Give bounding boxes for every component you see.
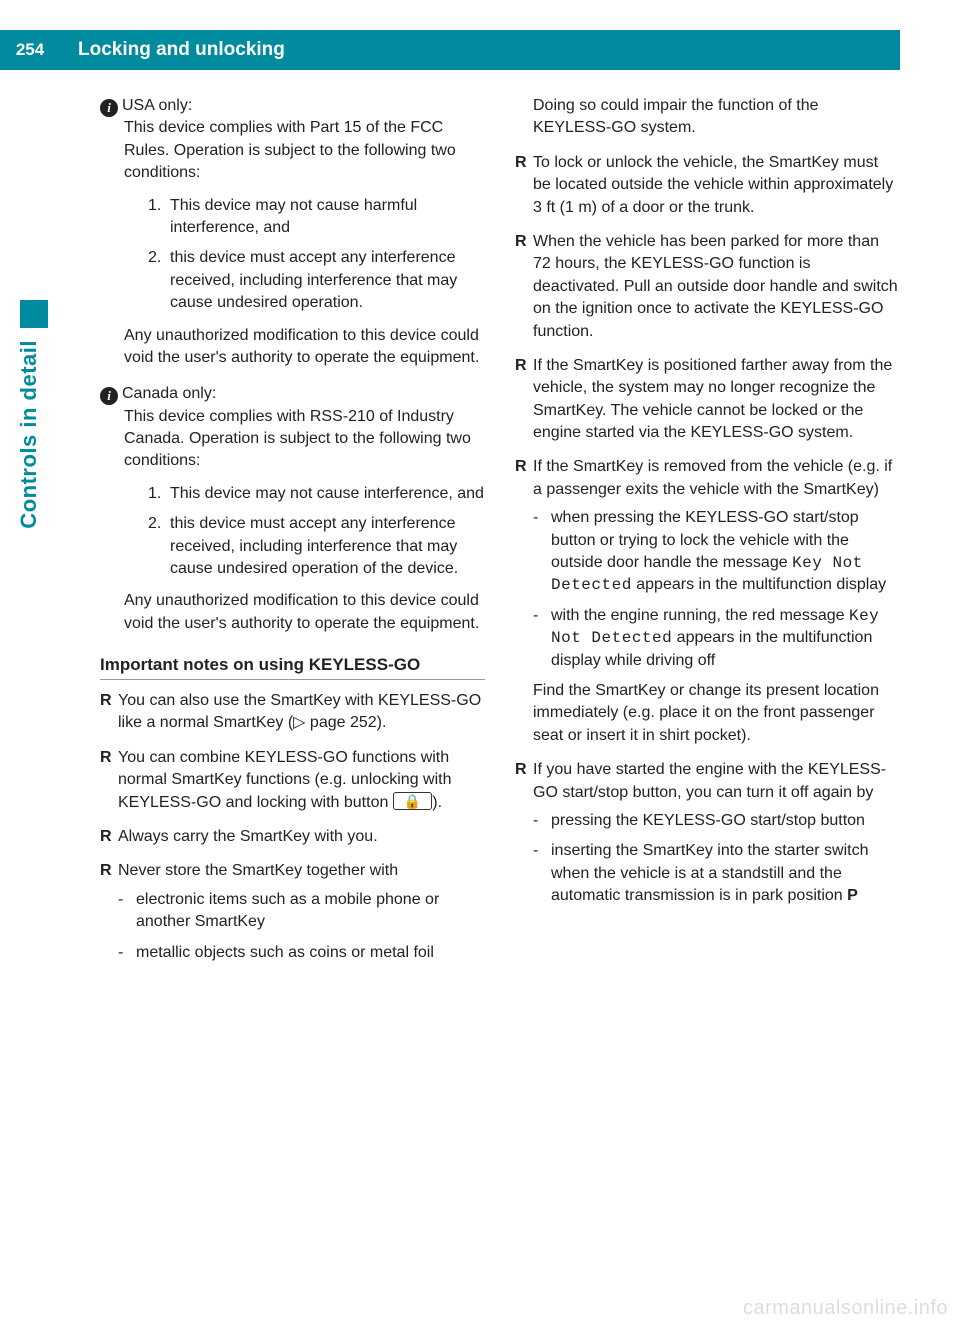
r5-s1: pressing the KEYLESS-GO start/stop butto… — [551, 810, 865, 832]
dash-icon: - — [533, 507, 551, 597]
r-item: RTo lock or unlock the vehicle, the Smar… — [515, 152, 900, 219]
r-item: R If the SmartKey is removed from the ve… — [515, 456, 900, 747]
usa-intro: This device complies with Part 15 of the… — [124, 117, 485, 184]
dash-icon: - — [533, 605, 551, 672]
canada-lead: Canada only: — [122, 385, 216, 402]
r4-tail: Find the SmartKey or change its present … — [533, 680, 900, 747]
watermark: carmanualsonline.info — [743, 1294, 948, 1322]
r4-sublist: -when pressing the KEYLESS-GO start/stop… — [533, 507, 900, 672]
content-area: iUSA only: This device complies with Par… — [0, 70, 960, 984]
list-num: 1. — [148, 195, 170, 240]
cont-text: Doing so could impair the function of th… — [533, 95, 900, 140]
r-item: RIf the SmartKey is positioned farther a… — [515, 355, 900, 445]
bullet-icon: R — [100, 690, 118, 735]
page-number: 254 — [0, 30, 60, 70]
canada-intro: This device complies with RSS-210 of Ind… — [124, 406, 485, 473]
usa-tail: Any unauthorized modification to this de… — [124, 325, 485, 370]
r5-s2-pre: inserting the SmartKey into the starter … — [551, 842, 868, 904]
note-4: Never store the SmartKey together with — [118, 862, 398, 879]
info-icon: i — [100, 99, 118, 117]
list-num: 2. — [148, 513, 170, 580]
side-section-label: Controls in detail — [14, 340, 45, 529]
note-item: R You can combine KEYLESS-GO functions w… — [100, 747, 485, 814]
r4-s2-pre: with the engine running, the red message — [551, 607, 849, 624]
canada-list: 1.This device may not cause interference… — [148, 483, 485, 581]
sub-heading: Important notes on using KEYLESS-GO — [100, 653, 485, 680]
r5-s2-bold: P — [847, 887, 858, 904]
header-bar: 254 Locking and unlocking — [0, 30, 960, 70]
note-item: R You can also use the SmartKey with KEY… — [100, 690, 485, 735]
xref-icon: ▷ — [293, 714, 310, 731]
list-num: 1. — [148, 483, 170, 505]
bullet-icon: R — [100, 826, 118, 848]
note-item: R Always carry the SmartKey with you. — [100, 826, 485, 848]
info-icon: i — [100, 387, 118, 405]
note-4-sub-2: metallic objects such as coins or metal … — [136, 942, 434, 964]
note-3: Always carry the SmartKey with you. — [118, 826, 485, 848]
right-list: RTo lock or unlock the vehicle, the Smar… — [515, 152, 900, 916]
r-item: R If you have started the engine with th… — [515, 759, 900, 915]
bullet-icon: R — [515, 231, 533, 343]
sub-list: -electronic items such as a mobile phone… — [118, 889, 485, 964]
bullet-icon: R — [515, 456, 533, 747]
list-num: 2. — [148, 247, 170, 314]
note-item: R Never store the SmartKey together with… — [100, 860, 485, 972]
usa-item-2: this device must accept any interference… — [170, 247, 485, 314]
bullet-icon: R — [515, 759, 533, 915]
dash-icon: - — [118, 942, 136, 964]
side-tab-marker — [20, 300, 48, 328]
canada-item-1: This device may not cause interference, … — [170, 483, 484, 505]
note-1-ref: page 252 — [310, 714, 377, 731]
usa-lead: USA only: — [122, 97, 192, 114]
r-item: RWhen the vehicle has been parked for mo… — [515, 231, 900, 343]
note-4-sub-1: electronic items such as a mobile phone … — [136, 889, 485, 934]
r2: When the vehicle has been parked for mor… — [533, 231, 900, 343]
canada-item-2: this device must accept any interference… — [170, 513, 485, 580]
section-title: Locking and unlocking — [60, 30, 900, 70]
right-column: Doing so could impair the function of th… — [515, 95, 900, 984]
r3: If the SmartKey is positioned farther aw… — [533, 355, 900, 445]
lock-button-icon: 🔒 — [393, 792, 432, 810]
usa-list: 1.This device may not cause harmful inte… — [148, 195, 485, 315]
bullet-icon: R — [100, 747, 118, 814]
bullet-icon: R — [515, 152, 533, 219]
usa-item-1: This device may not cause harmful interf… — [170, 195, 485, 240]
bullet-icon: R — [100, 860, 118, 972]
r4: If the SmartKey is removed from the vehi… — [533, 458, 892, 497]
dash-icon: - — [533, 840, 551, 907]
dash-icon: - — [533, 810, 551, 832]
note-1-post: ). — [377, 714, 387, 731]
left-column: iUSA only: This device complies with Par… — [100, 95, 485, 984]
canada-tail: Any unauthorized modification to this de… — [124, 590, 485, 635]
note-2-post: ). — [432, 794, 442, 811]
r4-s1-post: appears in the multifunction display — [632, 576, 886, 593]
info-usa: iUSA only: This device complies with Par… — [100, 95, 485, 369]
notes-list: R You can also use the SmartKey with KEY… — [100, 690, 485, 972]
info-canada: iCanada only: This device complies with … — [100, 383, 485, 635]
r5-sublist: -pressing the KEYLESS-GO start/stop butt… — [533, 810, 900, 908]
r5: If you have started the engine with the … — [533, 761, 886, 800]
r1: To lock or unlock the vehicle, the Smart… — [533, 152, 900, 219]
bullet-icon: R — [515, 355, 533, 445]
dash-icon: - — [118, 889, 136, 934]
